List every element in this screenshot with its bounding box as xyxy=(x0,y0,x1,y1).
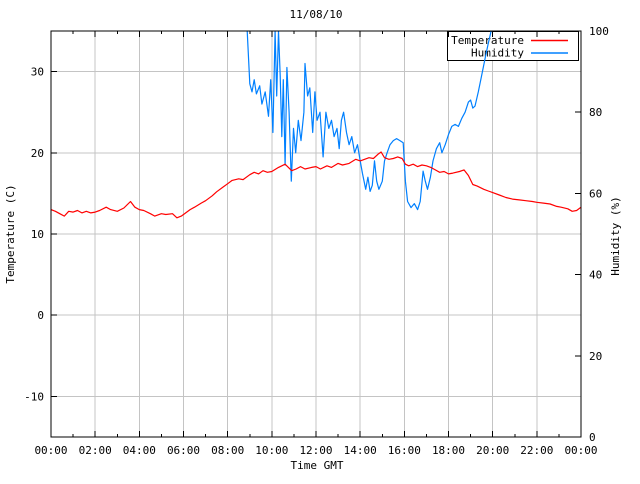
data-series xyxy=(51,31,581,219)
humidity-line xyxy=(246,31,492,211)
y-left-axis-label: Temperature (C) xyxy=(4,184,17,283)
y-right-tick-label: 20 xyxy=(589,350,602,363)
y-right-tick-label: 40 xyxy=(589,269,602,282)
y-right-tick-label: 80 xyxy=(589,106,602,119)
y-right-tick-label: 0 xyxy=(589,431,596,444)
x-tick-label: 00:00 xyxy=(34,444,67,457)
legend-label: Humidity xyxy=(471,47,524,60)
x-tick-label: 22:00 xyxy=(520,444,553,457)
y-left-tick-label: -10 xyxy=(24,390,44,403)
legend-label: Temperature xyxy=(451,34,524,47)
x-tick-label: 12:00 xyxy=(299,444,332,457)
y-left-tick-label: 20 xyxy=(31,147,44,160)
x-tick-label: 04:00 xyxy=(123,444,156,457)
x-tick-label: 08:00 xyxy=(211,444,244,457)
y-right-axis-label: Humidity (%) xyxy=(609,196,622,275)
x-tick-label: 02:00 xyxy=(79,444,112,457)
legend-box xyxy=(447,31,579,61)
plot-border xyxy=(50,30,582,438)
x-axis-label: Time GMT xyxy=(291,459,344,472)
temperature-line xyxy=(51,151,581,219)
axis-tick-labels: 00:00 02:00 04:00 06:00 08:00 10:00 12:00 14:00… xyxy=(24,25,609,457)
x-tick-label: 06:00 xyxy=(167,444,200,457)
y-left-tick-label: 0 xyxy=(37,309,44,322)
y-left-tick-label: 30 xyxy=(31,66,44,79)
grid-lines xyxy=(51,31,581,437)
x-tick-label: 20:00 xyxy=(476,444,509,457)
x-tick-label: 00:00 xyxy=(564,444,597,457)
x-tick-label: 18:00 xyxy=(432,444,465,457)
x-tick-label: 16:00 xyxy=(388,444,421,457)
chart-title: 11/08/10 xyxy=(290,8,343,21)
y-right-tick-label: 100 xyxy=(589,25,609,38)
y-right-tick-label: 60 xyxy=(589,187,602,200)
y-left-tick-label: 10 xyxy=(31,228,44,241)
x-tick-label: 14:00 xyxy=(344,444,377,457)
x-tick-label: 10:00 xyxy=(255,444,288,457)
